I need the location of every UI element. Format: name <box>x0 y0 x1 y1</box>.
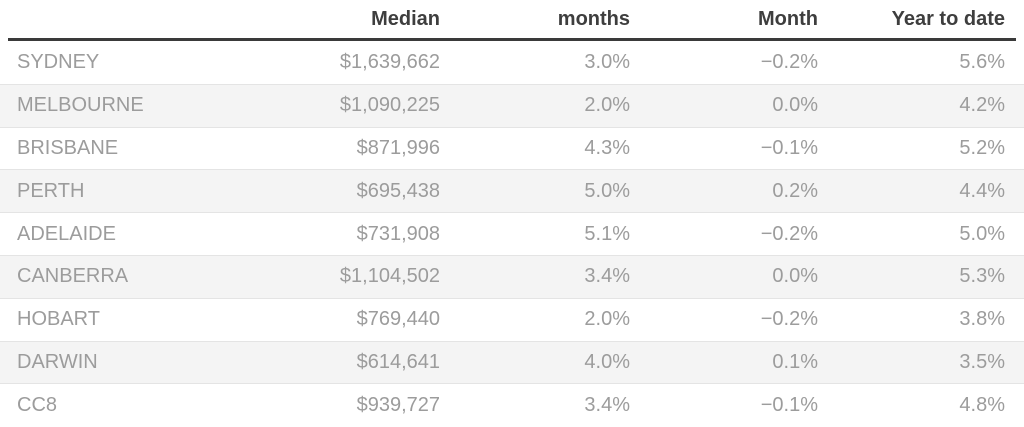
months-cell: 2.0% <box>584 94 630 117</box>
city-cell: CANBERRA <box>17 265 129 288</box>
column-header-median: Median <box>371 7 440 30</box>
month-cell: −0.2% <box>760 50 818 73</box>
city-cell: DARWIN <box>17 350 98 373</box>
city-cell: PERTH <box>17 179 85 202</box>
table-row: ADELAIDE $731,908 5.1% −0.2% 5.0% <box>0 212 1024 255</box>
table-row: PERTH $695,438 5.0% 0.2% 4.4% <box>0 169 1024 213</box>
months-cell: 4.0% <box>584 350 630 373</box>
table-body: SYDNEY $1,639,662 3.0% −0.2% 5.6% MELBOU… <box>0 41 1024 426</box>
year-to-date-cell: 4.8% <box>959 393 1005 416</box>
median-cell: $769,440 <box>356 308 440 331</box>
median-cell: $731,908 <box>356 222 440 245</box>
year-to-date-cell: 3.8% <box>959 308 1005 331</box>
month-cell: 0.0% <box>772 265 818 288</box>
months-cell: 3.4% <box>584 393 630 416</box>
year-to-date-cell: 3.5% <box>959 350 1005 373</box>
city-cell: SYDNEY <box>17 50 100 73</box>
months-cell: 5.1% <box>584 222 630 245</box>
months-cell: 3.4% <box>584 265 630 288</box>
city-cell: BRISBANE <box>17 136 119 159</box>
city-cell: CC8 <box>17 393 58 416</box>
city-cell: ADELAIDE <box>17 222 116 245</box>
median-cell: $614,641 <box>356 350 440 373</box>
table-row: MELBOURNE $1,090,225 2.0% 0.0% 4.2% <box>0 83 1024 127</box>
year-to-date-cell: 5.6% <box>959 50 1005 73</box>
month-cell: −0.1% <box>760 393 818 416</box>
month-cell: 0.1% <box>772 350 818 373</box>
table-row: HOBART $769,440 2.0% −0.2% 3.8% <box>0 297 1024 341</box>
month-cell: −0.2% <box>760 222 818 245</box>
year-to-date-cell: 4.2% <box>959 94 1005 117</box>
month-cell: −0.1% <box>760 136 818 159</box>
header-rule <box>8 38 1016 41</box>
month-cell: −0.2% <box>760 308 818 331</box>
year-to-date-cell: 5.0% <box>959 222 1005 245</box>
table-header-row: Median months Month Year to date <box>0 0 1024 38</box>
median-cell: $871,996 <box>356 136 440 159</box>
city-cell: HOBART <box>17 308 100 331</box>
column-header-month: Month <box>758 7 818 30</box>
median-cell: $939,727 <box>356 393 440 416</box>
city-cell: MELBOURNE <box>17 94 144 117</box>
months-cell: 3.0% <box>584 50 630 73</box>
median-cell: $1,104,502 <box>339 265 440 288</box>
year-to-date-cell: 5.3% <box>959 265 1005 288</box>
month-cell: 0.2% <box>772 179 818 202</box>
month-cell: 0.0% <box>772 94 818 117</box>
median-cell: $695,438 <box>356 179 440 202</box>
months-cell: 2.0% <box>584 308 630 331</box>
year-to-date-cell: 4.4% <box>959 179 1005 202</box>
table-row: CC8 $939,727 3.4% −0.1% 4.8% <box>0 383 1024 426</box>
year-to-date-cell: 5.2% <box>959 136 1005 159</box>
months-cell: 4.3% <box>584 136 630 159</box>
median-cell: $1,639,662 <box>339 50 440 73</box>
table-row: DARWIN $614,641 4.0% 0.1% 3.5% <box>0 340 1024 384</box>
column-header-year-to-date: Year to date <box>891 7 1005 30</box>
table-row: CANBERRA $1,104,502 3.4% 0.0% 5.3% <box>0 254 1024 298</box>
median-cell: $1,090,225 <box>339 94 440 117</box>
table-row: BRISBANE $871,996 4.3% −0.1% 5.2% <box>0 126 1024 170</box>
months-cell: 5.0% <box>584 179 630 202</box>
column-header-months: months <box>557 7 630 30</box>
table-row: SYDNEY $1,639,662 3.0% −0.2% 5.6% <box>0 41 1024 84</box>
